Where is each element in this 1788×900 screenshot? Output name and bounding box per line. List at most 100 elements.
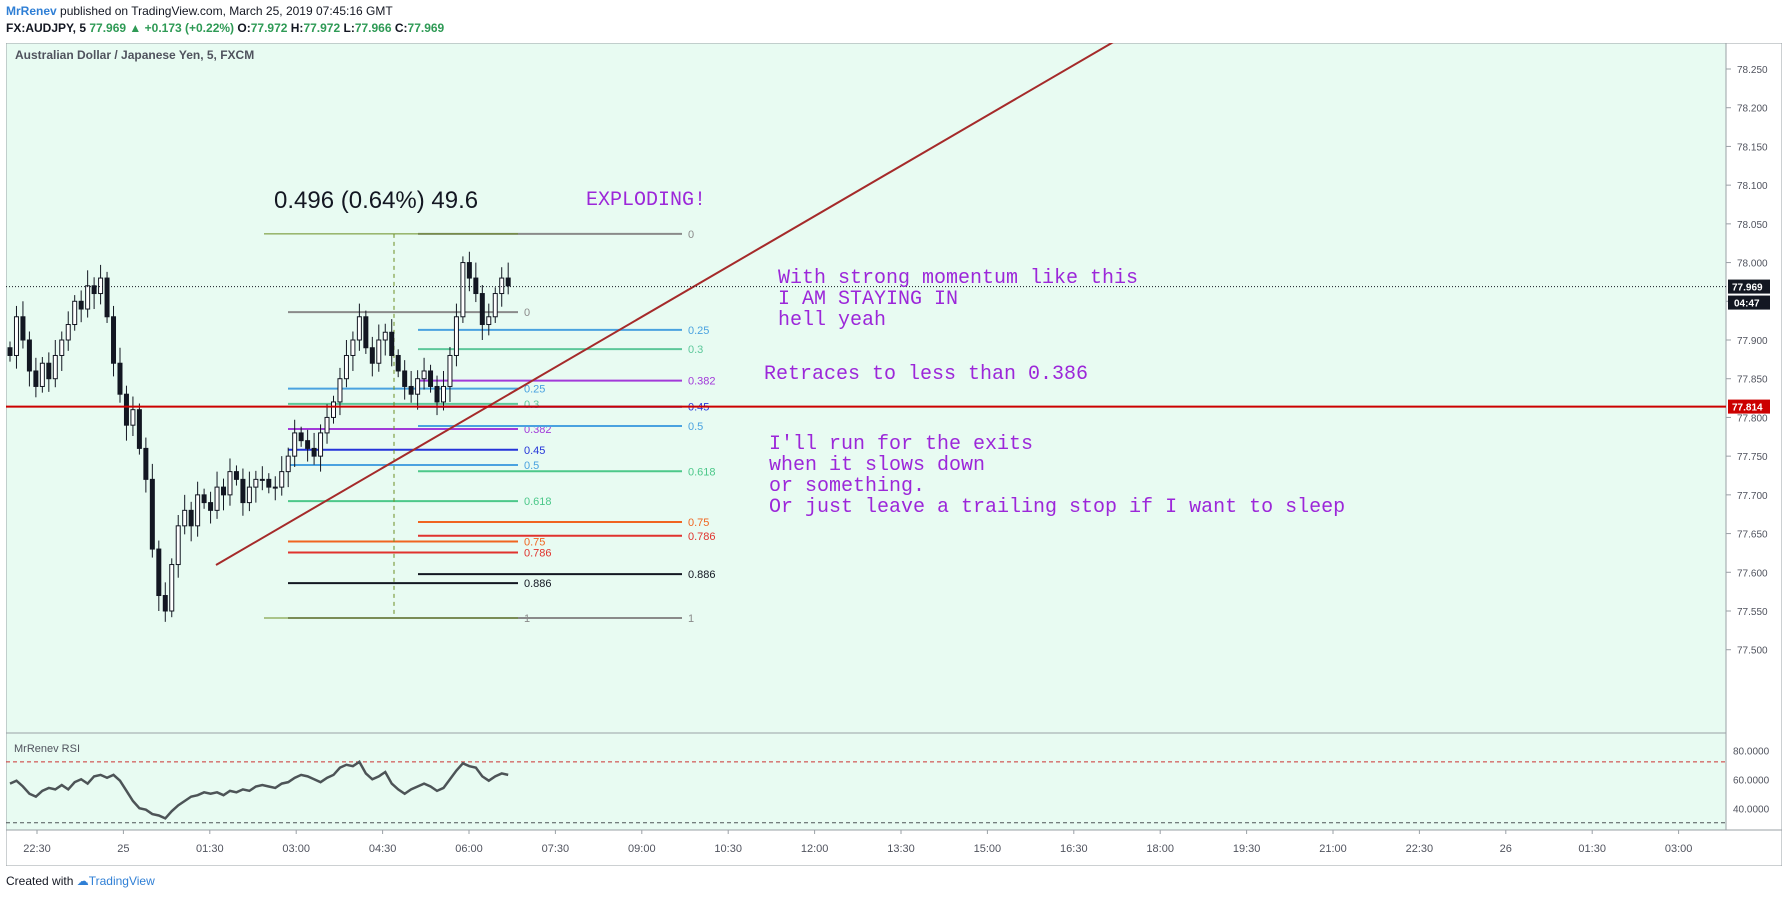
time-tick-label: 09:00 xyxy=(628,843,656,855)
high-value: 77.972 xyxy=(303,21,341,35)
candle-body xyxy=(337,378,343,403)
time-tick-label: 03:00 xyxy=(1665,843,1693,855)
rsi-tick-label: 40.0000 xyxy=(1733,804,1770,815)
last-price-badge xyxy=(1728,279,1770,294)
fib-level-label: 0.382 xyxy=(524,424,552,436)
annotation-exit-3[interactable]: or something. xyxy=(769,475,925,498)
tradingview-logo-icon[interactable]: ☁ xyxy=(76,874,89,888)
annotation-exit-1[interactable]: I'll run for the exits xyxy=(769,433,1033,456)
fib-level-label: 0.886 xyxy=(688,569,716,581)
price-axis-background xyxy=(1725,42,1783,831)
candle-body xyxy=(156,548,162,597)
rsi-tick-label: 60.0000 xyxy=(1733,775,1770,786)
rsi-plot: 80.0000 60.0000 40.0000 xyxy=(6,746,1770,824)
trend-line xyxy=(215,36,1123,566)
chart-svg[interactable]: Australian Dollar / Japanese Yen, 5, FXC… xyxy=(5,36,1783,867)
candle-body xyxy=(130,409,136,426)
candle-body xyxy=(117,362,123,395)
candle-body xyxy=(389,331,395,356)
candle-body xyxy=(201,494,207,504)
last-price: 77.969 xyxy=(89,21,127,35)
price-tick-label: 77.600 xyxy=(1737,568,1768,579)
time-tick-label: 21:00 xyxy=(1319,843,1347,855)
measure-label: 0.496 (0.64%) 49.6 xyxy=(274,187,478,214)
chart-frame[interactable]: Australian Dollar / Japanese Yen, 5, FXC… xyxy=(5,36,1783,867)
candle-body xyxy=(233,471,239,480)
drawn-lines[interactable] xyxy=(6,36,1726,566)
time-tick-label: 13:30 xyxy=(887,843,915,855)
annotations[interactable]: EXPLODING! With strong momentum like thi… xyxy=(586,189,1345,519)
candle-body xyxy=(356,316,362,341)
annotation-exit-4[interactable]: Or just leave a trailing stop if I want … xyxy=(769,496,1345,519)
annotation-exit-2[interactable]: when it slows down xyxy=(769,454,985,477)
time-tick-label: 01:30 xyxy=(196,843,224,855)
fib-level-label: 0 xyxy=(524,307,530,319)
time-tick-label: 16:30 xyxy=(1060,843,1088,855)
time-tick-label: 15:00 xyxy=(974,843,1002,855)
annotation-momentum-1[interactable]: With strong momentum like this xyxy=(778,267,1138,290)
price-tick-label: 78.050 xyxy=(1737,220,1768,231)
fib-level-label: 0.3 xyxy=(524,399,539,411)
time-tick-label: 10:30 xyxy=(714,843,742,855)
price-tick-label: 77.850 xyxy=(1737,375,1768,386)
candle-body xyxy=(486,316,492,326)
footer: Created with ☁TradingView xyxy=(6,874,155,888)
price-tick-label: 77.800 xyxy=(1737,413,1768,424)
publish-info: published on TradingView.com, March 25, … xyxy=(60,4,393,18)
fib-level-label: 0.786 xyxy=(688,531,716,543)
time-tick-label: 18:00 xyxy=(1146,843,1174,855)
candle-body xyxy=(143,447,149,480)
high-label: H: xyxy=(290,21,304,35)
annotation-momentum-2[interactable]: I AM STAYING IN xyxy=(778,288,958,311)
candle-body xyxy=(240,478,246,504)
candle-body xyxy=(505,277,511,287)
candle-body xyxy=(350,339,356,356)
fib-level-label: 0.75 xyxy=(688,517,709,529)
price-change: ▲ +0.173 (+0.22%) xyxy=(129,21,235,35)
price-tick-label: 78.100 xyxy=(1737,181,1768,192)
candle-body xyxy=(195,494,201,527)
candle-body xyxy=(72,300,78,326)
fib-level-label: 0.5 xyxy=(688,421,703,433)
tradingview-link[interactable]: TradingView xyxy=(88,874,155,888)
price-tick-label: 78.150 xyxy=(1737,142,1768,153)
measure-tool[interactable]: 0.496 (0.64%) 49.6 xyxy=(264,187,518,619)
author-name[interactable]: MrRenev xyxy=(6,4,57,18)
time-tick-label: 12:00 xyxy=(801,843,829,855)
annotation-exploding[interactable]: EXPLODING! xyxy=(586,189,706,212)
candle-body xyxy=(85,285,91,310)
candle-body xyxy=(227,471,233,496)
time-tick-label: 07:30 xyxy=(542,843,570,855)
candle-body xyxy=(169,564,175,612)
annotation-retrace[interactable]: Retraces to less than 0.386 xyxy=(764,363,1088,386)
fib-level-label: 0.886 xyxy=(524,578,552,590)
candle-body xyxy=(318,432,324,457)
price-tick-label: 77.900 xyxy=(1737,336,1768,347)
candle-body xyxy=(149,478,155,550)
fib-level-label: 0.45 xyxy=(688,402,709,414)
fib-level-label: 0.75 xyxy=(524,537,545,549)
time-tick-label: 22:30 xyxy=(1406,843,1434,855)
time-axis-ticks: 22:30 25 01:30 03:00 04:30 06:00 07:30 09:00 10:… xyxy=(23,830,1692,855)
candle-body xyxy=(33,370,39,387)
fib-level-label: 0 xyxy=(688,229,694,241)
candle-body xyxy=(298,432,304,442)
candle-body xyxy=(162,595,168,612)
fib-level-label: 0.45 xyxy=(524,445,545,457)
candle-body xyxy=(59,339,65,356)
time-tick-label: 06:00 xyxy=(455,843,483,855)
annotation-momentum-3[interactable]: hell yeah xyxy=(778,309,886,332)
fib-level-label: 0.3 xyxy=(688,344,703,356)
candle-body xyxy=(479,293,485,326)
ohlc-bar: FX:AUDJPY, 5 77.969 ▲ +0.173 (+0.22%) O:… xyxy=(6,21,444,36)
candle-body xyxy=(324,416,330,434)
candle-body xyxy=(415,378,421,395)
open-label: O: xyxy=(237,21,251,35)
time-tick-label: 22:30 xyxy=(23,843,51,855)
created-with-label: Created with xyxy=(6,874,74,888)
candle-body xyxy=(285,455,291,473)
rsi-line xyxy=(9,760,509,820)
candle-body xyxy=(343,354,349,380)
rsi-label: MrRenev RSI xyxy=(14,743,80,755)
candle-body xyxy=(311,447,317,457)
